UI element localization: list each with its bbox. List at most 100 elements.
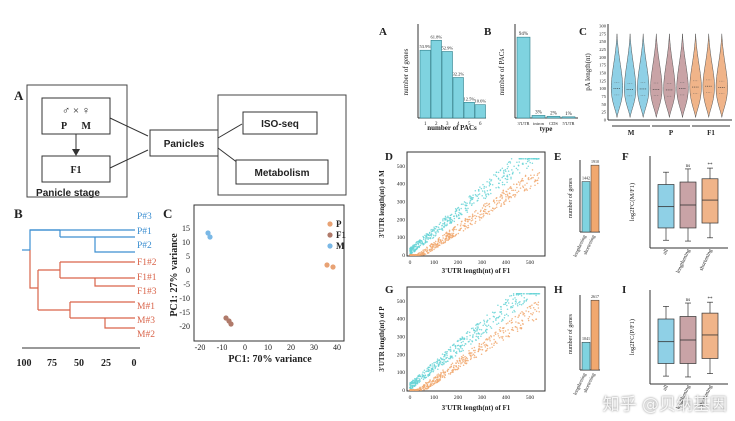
- box-shortening: [701, 178, 719, 224]
- scatter-point: [538, 293, 541, 295]
- scatter-point: [469, 195, 471, 197]
- scatter-point: [504, 169, 507, 171]
- scatter-point: [504, 200, 506, 202]
- scatter-point: [451, 362, 454, 364]
- ytick-c: 50: [602, 102, 607, 107]
- scatter-point: [448, 372, 450, 375]
- scatter-point: [518, 184, 521, 186]
- scatter-point: [445, 361, 448, 363]
- scatter-point: [411, 249, 413, 251]
- scatter-point: [511, 169, 513, 171]
- scatter-point: [483, 321, 486, 323]
- scatter-point: [434, 379, 437, 382]
- scatter-point: [457, 339, 459, 342]
- bar-value: 2617: [591, 294, 599, 299]
- pca-frame: [193, 204, 345, 342]
- scatter-point: [507, 197, 510, 200]
- scatter-point: [536, 179, 539, 181]
- scatter-point: [433, 365, 435, 368]
- scatter-point: [428, 372, 431, 375]
- scatter-point: [415, 378, 418, 381]
- scatter-point: [517, 190, 520, 192]
- xtick-a: 2: [435, 122, 438, 127]
- scatter-point: [500, 336, 502, 338]
- pca-point-f1: [228, 321, 234, 327]
- scatter-point: [416, 240, 418, 243]
- scatter-point: [444, 374, 446, 377]
- scatter-point: [452, 215, 455, 217]
- scatter-point: [516, 161, 518, 163]
- scatter-point: [424, 253, 427, 255]
- scatter-point: [500, 203, 503, 205]
- scatter-point: [469, 200, 472, 202]
- scatter-point: [421, 373, 424, 375]
- scatter-point: [429, 237, 432, 240]
- scatter-point: [502, 189, 505, 191]
- scatter-point: [438, 237, 441, 239]
- scatter-point: [486, 212, 489, 215]
- scatter-point: [533, 174, 535, 176]
- violin-f1: [689, 33, 702, 118]
- scatter-point: [519, 327, 521, 329]
- scatter-point: [483, 187, 485, 189]
- scatter-point: [520, 158, 522, 160]
- scatter-point: [519, 324, 522, 326]
- scatter-point: [514, 315, 517, 318]
- panel-label-g: G: [385, 284, 394, 296]
- scatter-point: [460, 341, 463, 344]
- scatter-point: [507, 165, 509, 168]
- scatter-point: [497, 304, 499, 306]
- ytick: 500: [397, 299, 406, 305]
- scatter-point: [460, 223, 462, 225]
- scatter-point: [452, 370, 454, 373]
- scatter-point: [455, 209, 458, 212]
- scatter-point: [424, 374, 427, 377]
- scatter-point: [530, 158, 532, 160]
- scatter-point: [518, 158, 521, 160]
- ytick-c: 25: [602, 110, 607, 115]
- xtick-b: CDS: [549, 121, 558, 126]
- bar-a-label: 52.9%: [441, 45, 453, 50]
- scatter-point: [419, 375, 421, 378]
- scatter-point: [420, 252, 422, 254]
- scatter-point: [473, 356, 475, 359]
- leaf-m2: M#2: [137, 330, 155, 340]
- scatter-point: [469, 201, 471, 203]
- scatter-point: [471, 214, 474, 217]
- scatter-point: [484, 329, 487, 332]
- scatter-point: [520, 294, 523, 297]
- scatter-point: [466, 218, 468, 221]
- scatter-point: [476, 330, 478, 332]
- scatter-point: [483, 331, 485, 334]
- scatter-point: [470, 197, 473, 199]
- ylabel-h: number of genes: [567, 313, 574, 354]
- scatter-point: [469, 338, 471, 341]
- pca-legend: P F1 M: [327, 219, 346, 251]
- chart-b-types: B 94% 3'UTR 3% intron 2% CDS 1% 5'UTR number of…: [484, 24, 578, 133]
- scatter-point: [468, 331, 471, 334]
- scatter-point: [497, 171, 500, 174]
- scatter-point: [527, 310, 530, 313]
- scatter-point: [516, 305, 519, 307]
- scatter-point: [449, 221, 451, 223]
- scatter-point: [425, 250, 428, 253]
- violin-m: [624, 33, 637, 118]
- svg-text:-15: -15: [179, 308, 190, 317]
- scatter-point: [506, 308, 509, 311]
- scatter-point: [461, 348, 463, 350]
- scatter-point: [482, 324, 484, 327]
- scatter-point: [451, 355, 453, 357]
- scatter-point: [483, 197, 485, 199]
- scatter-point: [467, 207, 469, 210]
- scatter-point: [485, 349, 487, 352]
- scatter-point: [533, 302, 536, 304]
- scatter-point: [470, 343, 472, 345]
- scatter-point: [441, 376, 444, 379]
- scatter-point: [486, 347, 489, 350]
- scatter-point: [452, 230, 455, 232]
- scatter-point: [436, 362, 439, 364]
- scatter-point: [510, 306, 512, 308]
- scatter-point: [444, 238, 446, 241]
- scatter-point: [502, 329, 504, 332]
- scatter-point: [466, 209, 468, 211]
